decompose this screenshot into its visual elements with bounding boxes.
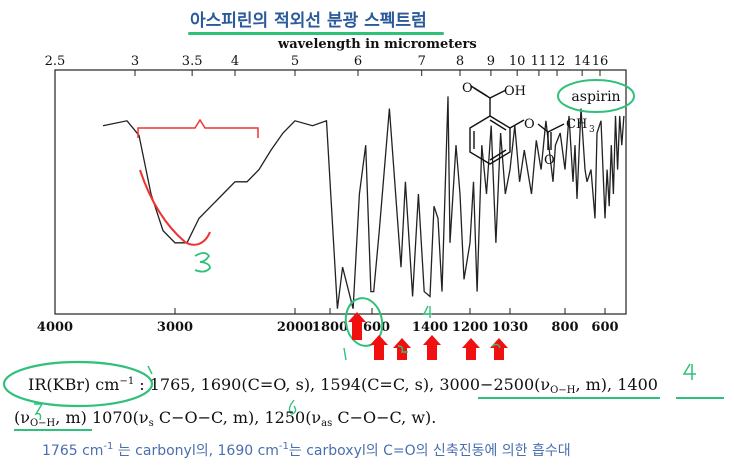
plot-frame bbox=[54, 69, 627, 315]
ir-summary-line2: (νO−H, m) 1070(νs C−O−C, m), 1250(νas C−… bbox=[14, 408, 437, 429]
korean-note: 1765 cm-1 는 carbonyl의, 1690 cm-1는 carbox… bbox=[42, 441, 571, 459]
top-tick-label: 8 bbox=[456, 54, 464, 69]
ir-summary-line1: IR(KBr) cm−1 : 1765, 1690(C=O, s), 1594(… bbox=[28, 375, 658, 396]
green-oval-carbonyl bbox=[344, 297, 384, 347]
annotation-1-near-ir bbox=[147, 365, 153, 375]
structure-ch: CH bbox=[566, 117, 587, 132]
bottom-tick-label: 1030 bbox=[492, 320, 528, 335]
top-axis-ticks: 2.5 3 3.5 4 5 6 7 8 9 10 11 12 14 16 bbox=[45, 54, 609, 76]
top-tick-label: 11 bbox=[531, 54, 548, 69]
structure-o1: O bbox=[462, 81, 473, 96]
red-arrow bbox=[370, 335, 388, 360]
red-arrow bbox=[490, 338, 508, 360]
page-title: 아스피린의 적외선 분광 스펙트럼 bbox=[190, 11, 427, 31]
bottom-tick-label: 1800 bbox=[312, 320, 348, 335]
top-tick-label: 12 bbox=[549, 54, 566, 69]
top-tick-label: 14 bbox=[574, 54, 591, 69]
annotation-1-small bbox=[343, 347, 347, 360]
structure-oh: OH bbox=[504, 84, 526, 99]
top-tick-label: 10 bbox=[509, 54, 526, 69]
bottom-tick-label: 4000 bbox=[37, 320, 73, 335]
red-arrow bbox=[348, 312, 366, 340]
top-tick-label: 9 bbox=[487, 54, 495, 69]
annotation-2-hook bbox=[397, 345, 408, 353]
title-underline bbox=[188, 32, 444, 35]
red-trace bbox=[139, 169, 211, 246]
spectrum-line bbox=[102, 96, 625, 309]
bottom-tick-label: 1200 bbox=[452, 320, 488, 335]
top-tick-label: 7 bbox=[418, 54, 426, 69]
red-bracket bbox=[137, 118, 259, 138]
red-arrow bbox=[423, 335, 441, 360]
bottom-tick-label: 600 bbox=[591, 320, 618, 335]
top-tick-label: 16 bbox=[592, 54, 609, 69]
annotation-5-hook bbox=[491, 343, 501, 349]
annotation-3a bbox=[194, 252, 211, 273]
bottom-tick-label: 2000 bbox=[277, 320, 313, 335]
top-tick-label: 3.5 bbox=[182, 54, 203, 69]
bottom-tick-label: 3000 bbox=[157, 320, 193, 335]
top-tick-label: 6 bbox=[354, 54, 362, 69]
structure-ch-sub: 3 bbox=[589, 125, 595, 135]
top-tick-label: 3 bbox=[131, 54, 139, 69]
annotation-4-top bbox=[422, 305, 432, 318]
structure-o3: O bbox=[544, 153, 555, 168]
compound-label: aspirin bbox=[571, 89, 620, 105]
top-tick-label: 2.5 bbox=[45, 54, 66, 69]
bottom-tick-label: 1400 bbox=[412, 320, 448, 335]
top-axis-label: wavelength in micrometers bbox=[278, 37, 477, 52]
red-arrow bbox=[462, 338, 480, 360]
top-tick-label: 5 bbox=[291, 54, 299, 69]
top-tick-label: 4 bbox=[231, 54, 239, 69]
ir-spectrum-chart: 2.5 3 3.5 4 5 6 7 8 9 10 11 12 14 16 4000 3000 20001800… bbox=[37, 54, 635, 360]
aspirin-structure bbox=[469, 85, 565, 165]
structure-o2: O bbox=[524, 117, 535, 132]
annotation-4 bbox=[682, 363, 696, 380]
aspirin-oval bbox=[557, 79, 635, 113]
bottom-tick-label: 800 bbox=[551, 320, 578, 335]
